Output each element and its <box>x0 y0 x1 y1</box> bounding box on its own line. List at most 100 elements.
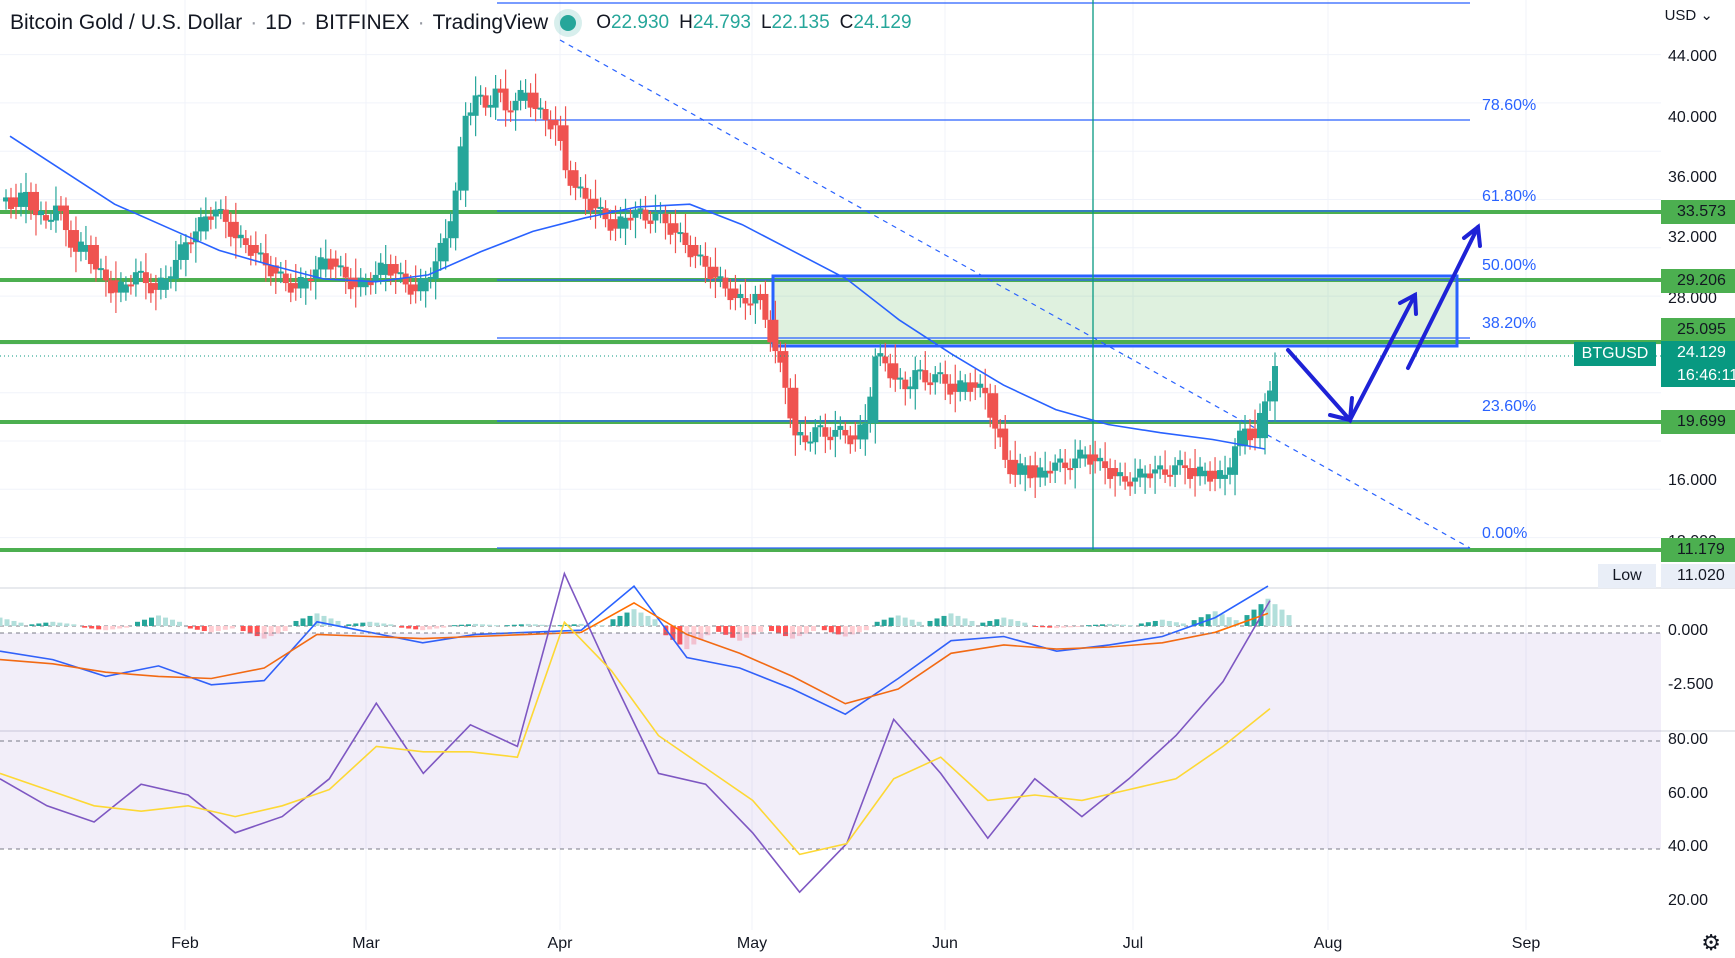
candle-body <box>1082 454 1089 459</box>
candle-body <box>487 104 494 108</box>
macd-histogram-bar <box>1040 626 1046 628</box>
candle-body <box>217 208 224 211</box>
candle-body <box>787 387 794 419</box>
candle <box>252 231 259 266</box>
macd-histogram-bar <box>71 624 77 626</box>
candle-body <box>517 89 524 101</box>
low-value: 22.135 <box>771 12 830 33</box>
candle <box>637 198 644 220</box>
interval[interactable]: 1D <box>265 11 293 34</box>
symbol-title[interactable]: Bitcoin Gold / U.S. Dollar <box>10 11 243 34</box>
macd-histogram-bar <box>353 623 359 626</box>
candle-body <box>637 208 644 211</box>
candle-body <box>647 220 654 224</box>
macd-histogram-bar <box>1265 598 1271 626</box>
projection-arrow-2 <box>1406 225 1480 370</box>
macd-histogram-bar <box>328 618 334 626</box>
candle <box>1042 451 1049 486</box>
macd-histogram-bar <box>156 615 161 626</box>
candle-body <box>397 272 404 275</box>
candle-body <box>712 266 719 278</box>
candle <box>157 268 164 300</box>
separator-dot: · <box>417 11 425 34</box>
macd-axis[interactable]: 0.000 -2.500 <box>1668 622 1713 693</box>
candle-body <box>927 382 934 386</box>
macd-histogram-bar <box>110 626 116 630</box>
market-status-icon[interactable] <box>560 15 577 31</box>
macd-histogram-bar <box>525 623 531 626</box>
macd-histogram-bar <box>208 626 214 633</box>
last-price-tag[interactable]: 24.129 16:46:11 <box>1661 341 1735 387</box>
fib-label: 78.60% <box>1482 97 1536 114</box>
candle-body <box>1112 468 1119 477</box>
candle <box>652 194 659 233</box>
candle-body <box>1217 470 1224 479</box>
candle <box>732 274 739 311</box>
candle-body <box>662 213 669 224</box>
level-tag-1[interactable]: 33.573 <box>1661 200 1735 224</box>
fibonacci-retracement[interactable]: 78.60% 61.80% 50.00% 38.20% 23.60% 0.00% <box>497 2 1536 549</box>
time-axis[interactable]: Feb Mar Apr May Jun Jul Aug Sep <box>171 935 1540 952</box>
macd-tick-label: 0.000 <box>1668 622 1708 639</box>
macd-histogram-bar <box>1075 626 1081 627</box>
rsi-axis[interactable]: 80.00 60.00 40.00 20.00 <box>1668 731 1708 909</box>
candle-body <box>1182 465 1189 469</box>
macd-histogram-bar <box>1212 611 1218 626</box>
candle <box>407 274 414 305</box>
downtrend-line[interactable] <box>559 39 1471 549</box>
macd-histogram-bar <box>441 626 447 628</box>
candle <box>147 273 154 303</box>
support-resistance-levels[interactable] <box>0 210 1661 552</box>
candle <box>1077 440 1084 469</box>
macd-histogram-bar <box>18 622 24 626</box>
macd-histogram-bar <box>705 626 711 636</box>
candle <box>1172 457 1179 488</box>
currency-selector[interactable]: USD ⌄ <box>1665 6 1713 24</box>
candle-body <box>1077 449 1084 459</box>
candle-body <box>1027 465 1034 479</box>
consolidation-zone[interactable] <box>771 274 1459 348</box>
candle <box>172 240 179 292</box>
high-value: 24.793 <box>692 12 751 33</box>
macd-histogram-bar <box>43 622 49 626</box>
symbol-tag[interactable]: BTGUSD <box>1574 342 1656 366</box>
projection-arrows[interactable] <box>1286 223 1482 424</box>
candle <box>907 376 914 399</box>
candle <box>422 270 429 308</box>
candle-body <box>737 293 744 299</box>
candle-body <box>1237 430 1244 447</box>
candle-body <box>612 219 619 229</box>
candle-body <box>822 427 829 437</box>
candle-body <box>42 215 49 221</box>
level-tag-2[interactable]: 29.206 <box>1661 269 1735 293</box>
level-tag-4[interactable]: 19.699 <box>1661 410 1735 434</box>
candle <box>1032 451 1039 498</box>
rsi-tick-label: 40.00 <box>1668 838 1708 855</box>
candle-body <box>447 221 454 239</box>
candle-body <box>77 241 84 252</box>
candle <box>17 183 24 217</box>
candle-body <box>962 382 969 392</box>
candle-body <box>892 363 899 380</box>
candle <box>622 198 629 245</box>
level-tag-3[interactable]: 25.095 <box>1661 318 1735 342</box>
macd-histogram-bar <box>962 618 968 626</box>
candle-body <box>872 356 879 424</box>
candle-body <box>362 281 369 288</box>
candle-body <box>22 191 29 207</box>
candle <box>822 413 829 454</box>
gear-icon[interactable]: ⚙ <box>1701 930 1721 955</box>
candle <box>437 233 444 271</box>
price-axis[interactable]: 44.00040.00036.00032.00028.00016.00012.0… <box>1668 48 1717 550</box>
candle <box>1027 455 1034 488</box>
candle <box>852 421 859 452</box>
candle <box>1117 462 1124 486</box>
candle-body <box>457 146 464 191</box>
candle <box>402 259 409 293</box>
candle <box>342 253 349 294</box>
level-tag-5[interactable]: 11.179 <box>1661 538 1735 562</box>
candle-body <box>332 258 339 267</box>
candle-body <box>1172 465 1179 475</box>
